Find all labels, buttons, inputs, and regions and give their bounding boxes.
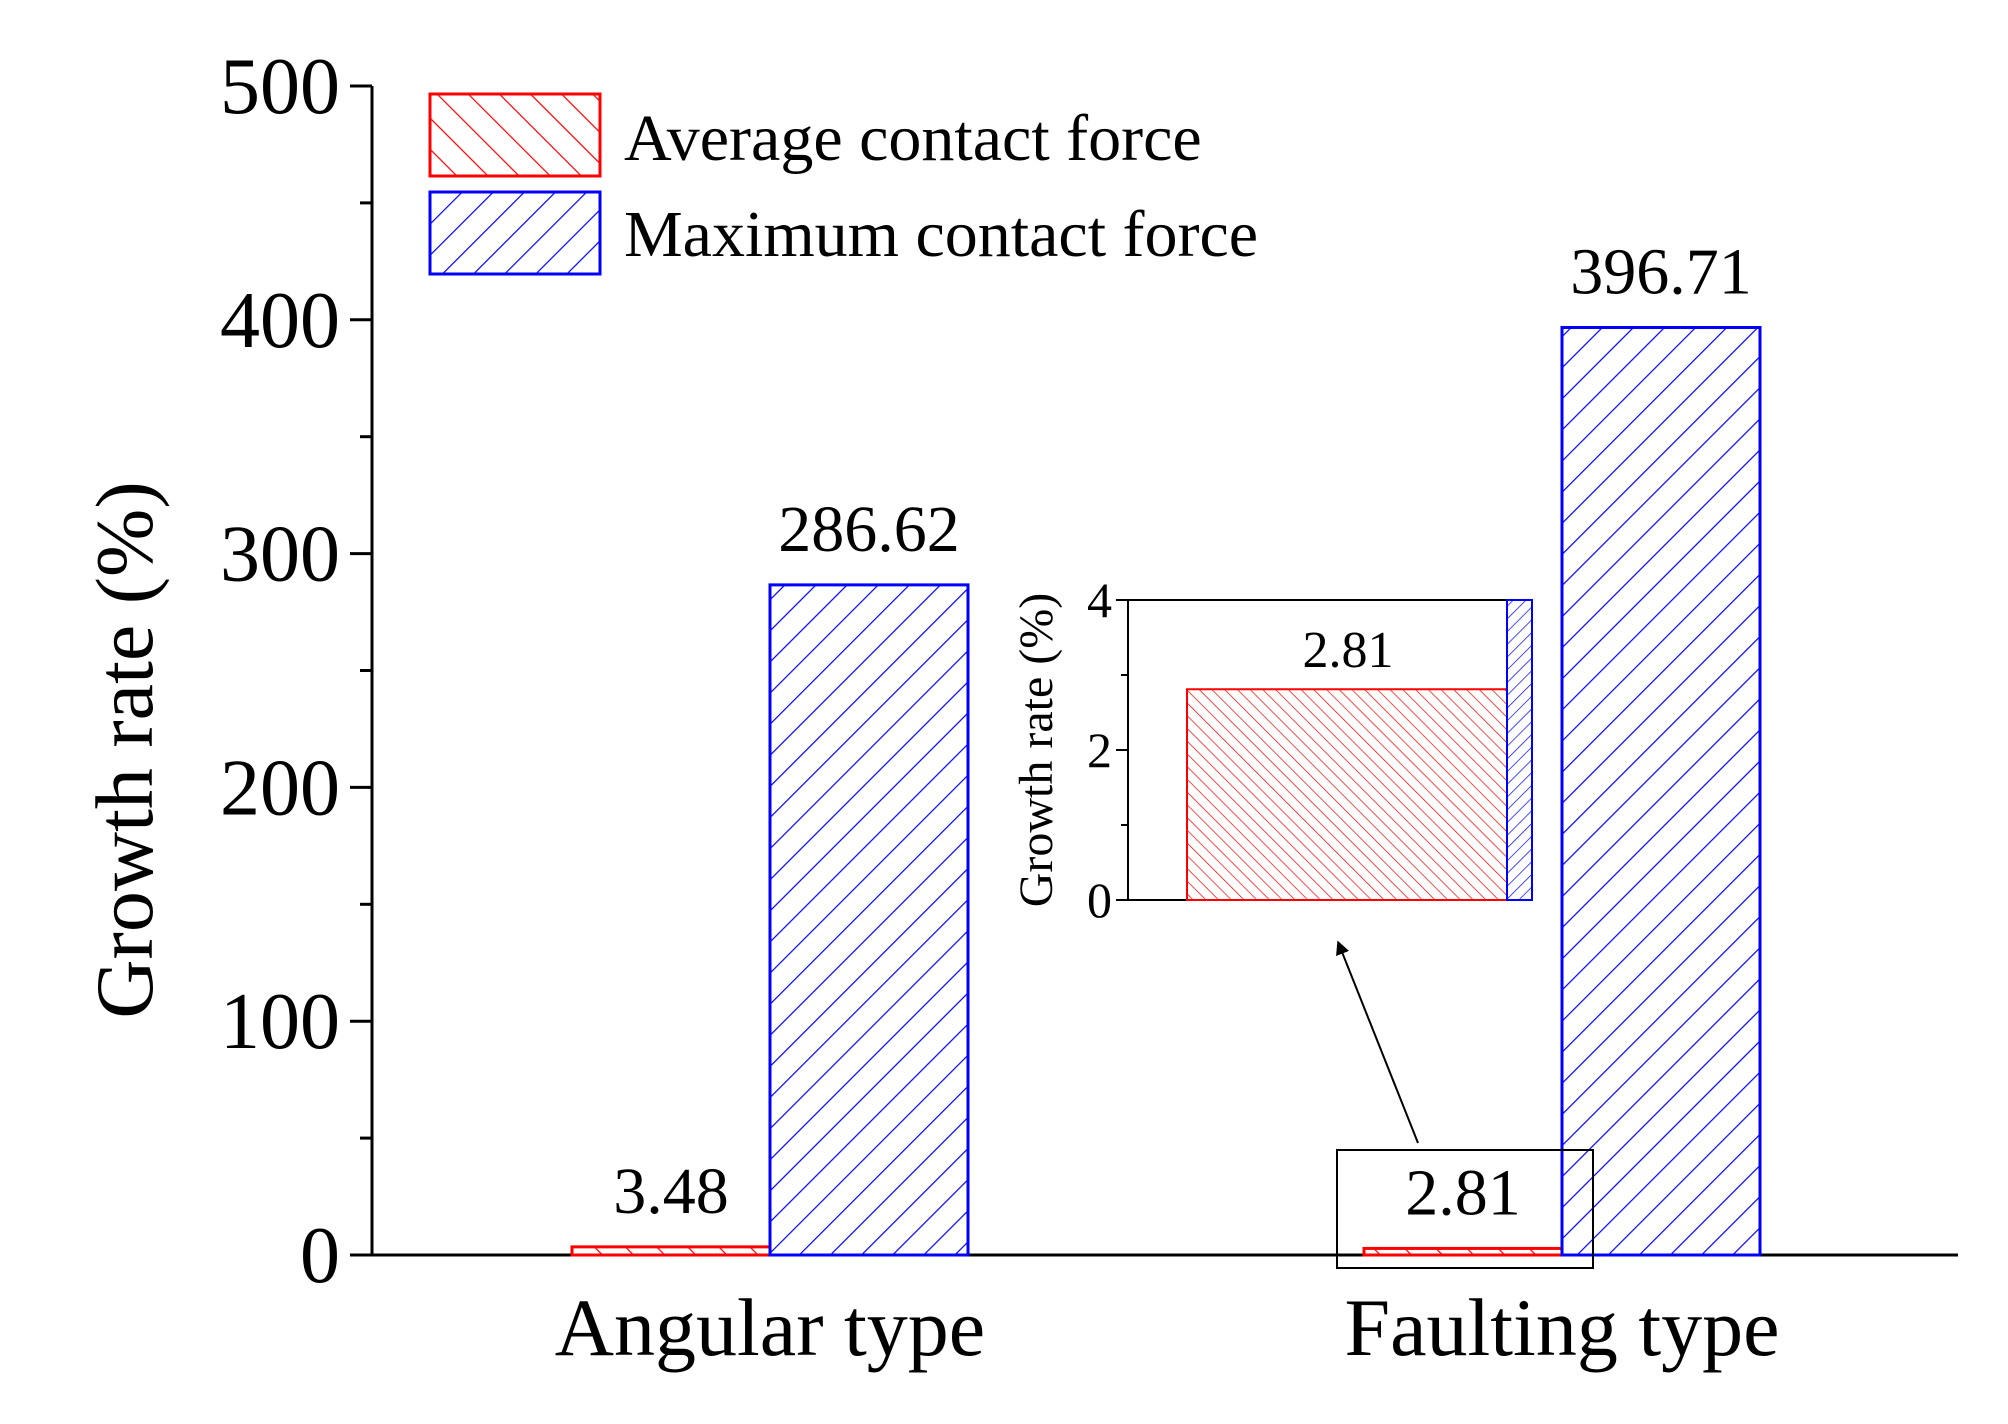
- y-tick-label: 400: [220, 277, 340, 365]
- y-tick-label: 200: [220, 744, 340, 832]
- inset-y-tick-label: 2: [1087, 722, 1112, 778]
- legend: Average contact force Maximum contact fo…: [428, 92, 1258, 276]
- y-tick-label: 100: [220, 978, 340, 1066]
- inset-y-ticks: 0 2 4: [1087, 572, 1128, 928]
- data-label-average: 3.48: [613, 1155, 729, 1228]
- zoom-arrow: [1336, 940, 1419, 1144]
- inset-bar-maximum: [1506, 599, 1533, 901]
- legend-swatch-maximum: [428, 190, 602, 276]
- bar-maximum-faulting: [1560, 325, 1762, 1257]
- data-label-group: 3.48 286.62 2.81 396.71: [613, 235, 1752, 1229]
- data-label-maximum: 286.62: [778, 493, 960, 566]
- inset-y-axis-title: Growth rate (%): [1010, 593, 1063, 908]
- y-tick-label: 300: [220, 511, 340, 599]
- inset-data-label: 2.81: [1303, 622, 1394, 679]
- zoom-box: [1336, 1149, 1594, 1269]
- x-category-label: Faulting type: [1344, 1282, 1779, 1373]
- inset-y-tick-label: 0: [1087, 872, 1112, 928]
- bar-average-angular: [570, 1245, 772, 1257]
- x-category-label: Angular type: [555, 1282, 985, 1373]
- data-label-average: 2.81: [1405, 1156, 1521, 1229]
- inset-bar-average: [1186, 688, 1508, 901]
- bar-average-faulting: [1362, 1246, 1564, 1257]
- legend-swatch-average: [428, 92, 602, 178]
- bar-maximum-angular: [768, 583, 970, 1257]
- y-axis-title: Growth rate (%): [79, 481, 170, 1018]
- inset-y-tick-label: 4: [1087, 572, 1112, 628]
- data-label-maximum: 396.71: [1570, 235, 1752, 308]
- inset-bar-group: [1186, 599, 1533, 901]
- legend-label-average: Average contact force: [624, 102, 1202, 175]
- bar-group: [570, 325, 1762, 1257]
- inset-chart: 0 2 4 2.81 Growth rate (%): [1010, 572, 1533, 928]
- legend-label-maximum: Maximum contact force: [624, 198, 1258, 271]
- category-label-group: Angular type Faulting type: [555, 1282, 1780, 1373]
- y-tick-label: 500: [220, 43, 340, 131]
- y-tick-label: 0: [300, 1212, 340, 1300]
- y-axis-ticks: 0 100 200 300 400 500: [220, 43, 372, 1300]
